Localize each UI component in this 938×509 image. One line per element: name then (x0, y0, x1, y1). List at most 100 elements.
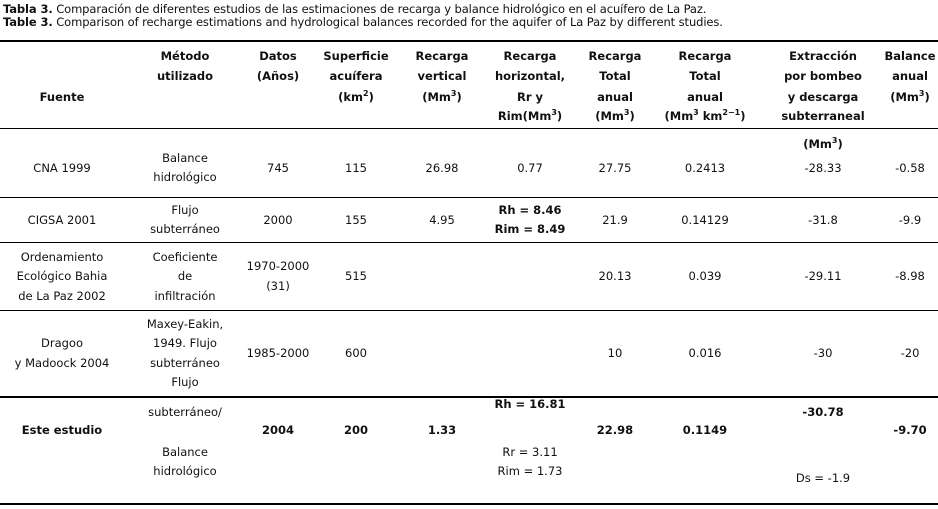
rule (0, 396, 938, 398)
text-part: ) (456, 90, 462, 104)
cell-line: Ds = -1.9 (795, 471, 851, 485)
cell-line: Balance (162, 150, 208, 165)
cell-line: 26.98 (425, 160, 459, 175)
cell-line: horizontal, (494, 69, 566, 83)
superscript: 3 (693, 108, 699, 117)
rule (0, 242, 938, 243)
cell-line: utilizado (156, 69, 214, 83)
text-part: (km (338, 90, 364, 104)
cell-line: (Mm3) (890, 89, 930, 105)
superscript: 2 (363, 89, 369, 98)
cell-line: Fuente (39, 90, 85, 104)
superscript: 3 (450, 89, 457, 98)
cell-line: Extracción (789, 49, 857, 63)
cell-line: y descarga (787, 90, 859, 104)
caption: Table 3. Comparison of recharge estimati… (3, 15, 723, 29)
cell-line: anual (687, 90, 723, 104)
cell-line: anual (597, 90, 633, 104)
superscript: 2−1 (722, 108, 741, 117)
cell-line: Recarga (588, 49, 642, 63)
caption: Tabla 3. Comparación de diferentes estud… (3, 2, 706, 16)
cell-line: (Mm3 km2−1) (664, 108, 746, 124)
superscript: 3 (918, 89, 925, 98)
cell-line: Datos (259, 49, 297, 63)
superscript: 3 (623, 108, 630, 117)
rule (0, 310, 938, 311)
cell-line: -9.70 (893, 423, 927, 437)
text-part: ) (368, 90, 374, 104)
cell-line: Rim(Mm3) (498, 109, 563, 124)
cell-line: 21.9 (602, 212, 628, 227)
cell-line: Recarga (415, 49, 469, 63)
cell-line: Balance (162, 445, 208, 459)
cell-line: (Mm3) (422, 89, 462, 105)
cell-line: -0.58 (895, 160, 925, 175)
text-part: ) (556, 109, 563, 123)
cell-line: CIGSA 2001 (27, 212, 97, 227)
text-part: (Mm (664, 109, 694, 123)
text-part: (Mm (890, 90, 919, 104)
cell-line: 200 (343, 423, 369, 437)
text-part: ) (837, 137, 843, 151)
cell-line: -29.11 (804, 269, 842, 283)
cell-line: Ordenamiento (20, 249, 104, 264)
cell-line: 115 (345, 160, 367, 175)
cell-line: 1970-2000 (246, 259, 310, 274)
cell-line: 155 (345, 212, 367, 227)
cell-line: subterráneo/ (148, 405, 222, 419)
text-part: (Mm (595, 109, 624, 123)
cell-line: Balance (884, 49, 936, 63)
cell-line: 600 (345, 346, 367, 360)
cell-line: Flujo (171, 375, 199, 390)
cell-line: anual (892, 69, 928, 83)
cell-line: Este estudio (21, 423, 103, 437)
cell-line: por bombeo (784, 69, 862, 83)
cell-line: Método (160, 49, 210, 63)
text-part: ) (740, 109, 746, 123)
cell-line: Maxey-Eakin, (146, 316, 224, 331)
caption-text: Comparación de diferentes estudios de la… (56, 2, 707, 16)
cell-line: 2004 (261, 423, 295, 437)
cell-line: Rim = 1.73 (497, 464, 563, 478)
cell-line: -9.9 (898, 212, 922, 227)
cell-line: Superficie (323, 49, 389, 63)
cell-line: -30 (813, 346, 833, 360)
cell-line: hidrológico (153, 464, 217, 478)
caption-label: Table 3. (3, 15, 53, 29)
cell-line: de La Paz 2002 (18, 288, 106, 303)
cell-line: de (177, 269, 193, 283)
cell-line: -8.98 (895, 269, 925, 283)
cell-line: (Años) (256, 69, 300, 83)
cell-line: Rh = 16.81 (494, 397, 566, 411)
cell-line: -20 (900, 346, 920, 360)
cell-line: vertical (417, 69, 467, 83)
rule (0, 40, 938, 42)
cell-line: (Mm3) (803, 136, 843, 152)
caption-label: Tabla 3. (3, 2, 53, 16)
cell-line: 20.13 (598, 269, 632, 283)
cell-line: -31.8 (808, 212, 838, 227)
cell-line: subterráneo (150, 222, 220, 237)
cell-line: Rim = 8.49 (494, 222, 566, 237)
cell-line: 22.98 (596, 423, 634, 437)
text-part: (Mm (422, 90, 451, 104)
cell-line: 0.77 (517, 160, 543, 175)
cell-line: 4.95 (429, 212, 455, 227)
superscript: 3 (831, 136, 838, 145)
caption-text: Comparison of recharge estimations and h… (56, 15, 723, 29)
cell-line: (31) (266, 278, 290, 293)
text-part: (Mm (803, 137, 832, 151)
rule (0, 197, 938, 198)
text-part: km (698, 109, 723, 123)
cell-line: Recarga (503, 49, 557, 63)
cell-line: 0.14129 (681, 212, 729, 227)
cell-line: subterraneal (781, 109, 865, 123)
cell-line: y Madoock 2004 (14, 355, 110, 370)
cell-line: 745 (267, 160, 289, 175)
cell-line: 2000 (263, 212, 293, 227)
cell-line: 1.33 (427, 423, 457, 437)
cell-line: Coeficiente (152, 249, 218, 264)
cell-line: 0.016 (688, 346, 722, 360)
cell-line: CNA 1999 (33, 160, 91, 175)
